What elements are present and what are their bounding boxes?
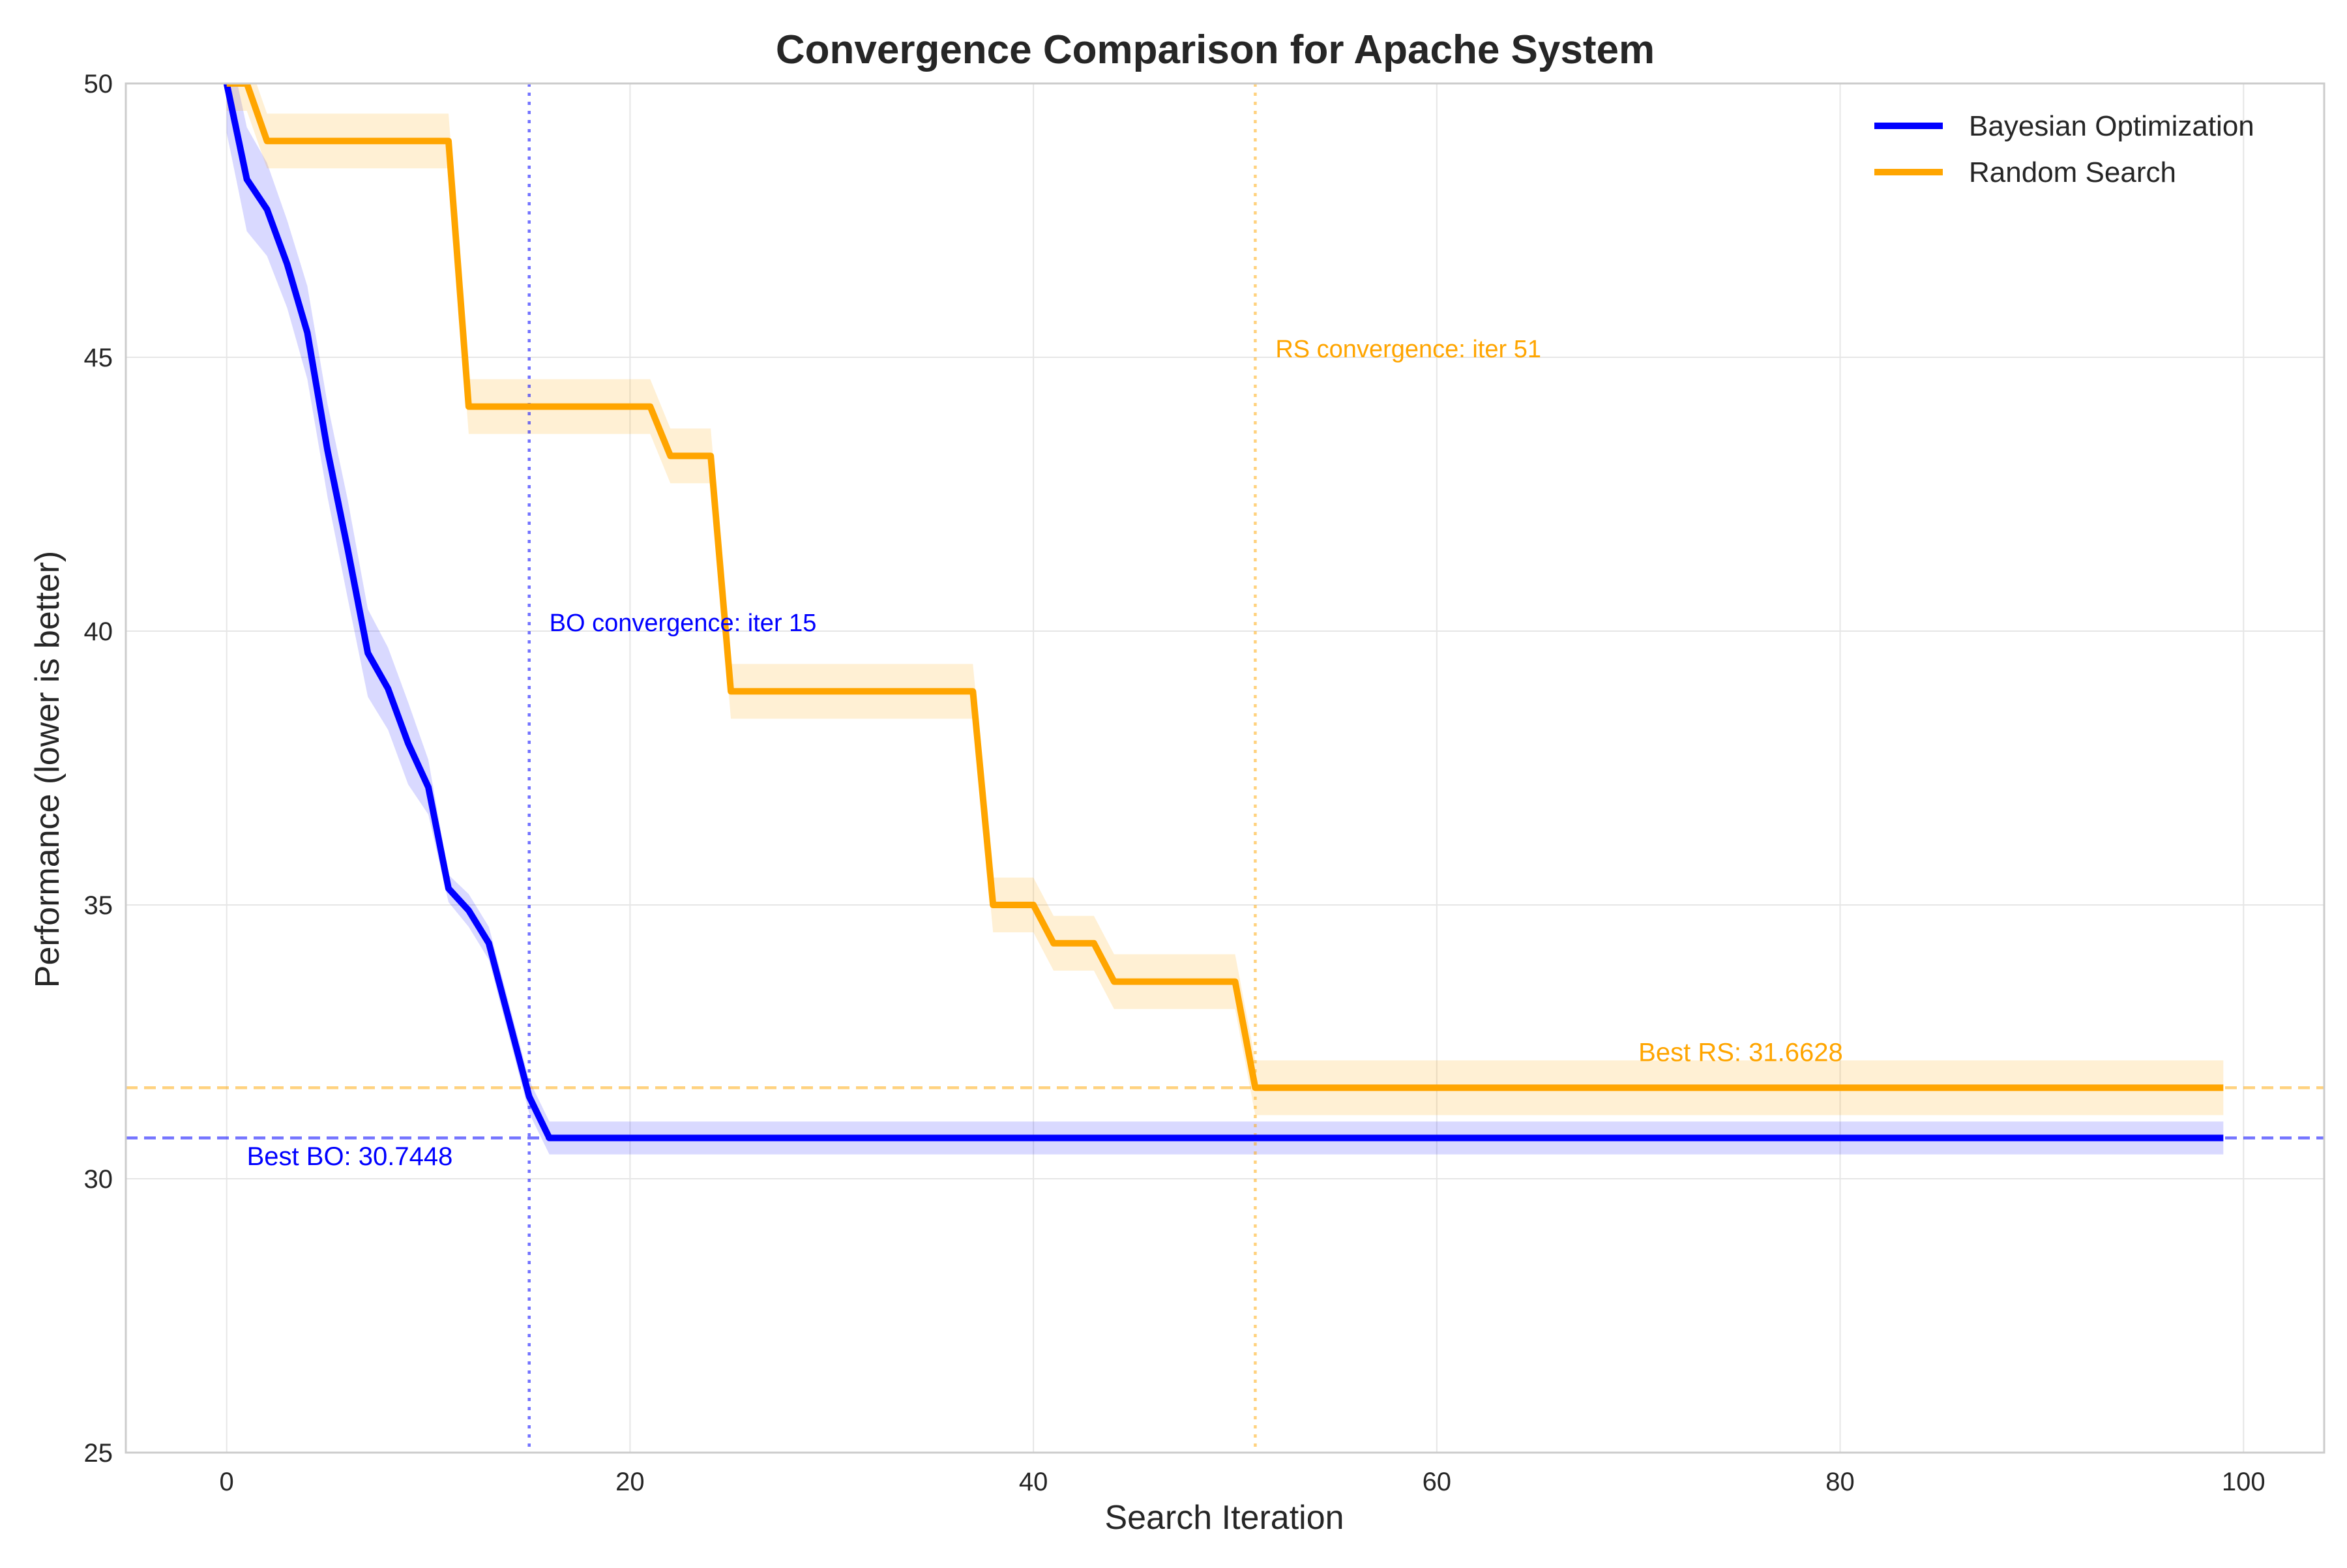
annotation-3: Best BO: 30.7448: [247, 1142, 453, 1171]
tick-labels: 0 20 40 60 80 100 25 30 35 40 45 50: [84, 70, 2266, 1496]
y-tick-label: 50: [84, 70, 113, 98]
annotations: BO convergence: iter 15 RS convergence: i…: [247, 336, 1843, 1171]
y-tick-label: 45: [84, 344, 113, 372]
y-tick-label: 35: [84, 891, 113, 920]
x-tick-label: 100: [2222, 1468, 2266, 1496]
series-line-random-search: [226, 83, 2224, 1091]
x-axis-title: Search Iteration: [1104, 1499, 1344, 1537]
legend-label: Bayesian Optimization: [1969, 110, 2254, 142]
x-tick-label: 20: [615, 1468, 645, 1496]
x-tick-label: 60: [1423, 1468, 1452, 1496]
plot-frame: [125, 82, 2325, 1454]
x-tick-label: 0: [220, 1468, 234, 1496]
y-tick-label: 25: [84, 1439, 113, 1468]
y-axis-title: Performance (lower is better): [29, 551, 66, 988]
y-tick-label: 30: [84, 1165, 113, 1194]
annotation-2: RS convergence: iter 51: [1275, 336, 1541, 363]
x-tick-label: 80: [1825, 1468, 1855, 1496]
legend: Bayesian Optimization Random Search: [1874, 110, 2254, 188]
annotation-1: BO convergence: iter 15: [550, 610, 817, 637]
series-line-bayesian-optimization: [223, 83, 2224, 1142]
chart-title: Convergence Comparison for Apache System: [776, 27, 1655, 72]
series-lines: [223, 83, 2224, 1142]
annotation-4: Best RS: 31.6628: [1638, 1038, 1843, 1067]
legend-label: Random Search: [1969, 156, 2176, 188]
y-tick-label: 40: [84, 617, 113, 646]
x-tick-label: 40: [1019, 1468, 1048, 1496]
